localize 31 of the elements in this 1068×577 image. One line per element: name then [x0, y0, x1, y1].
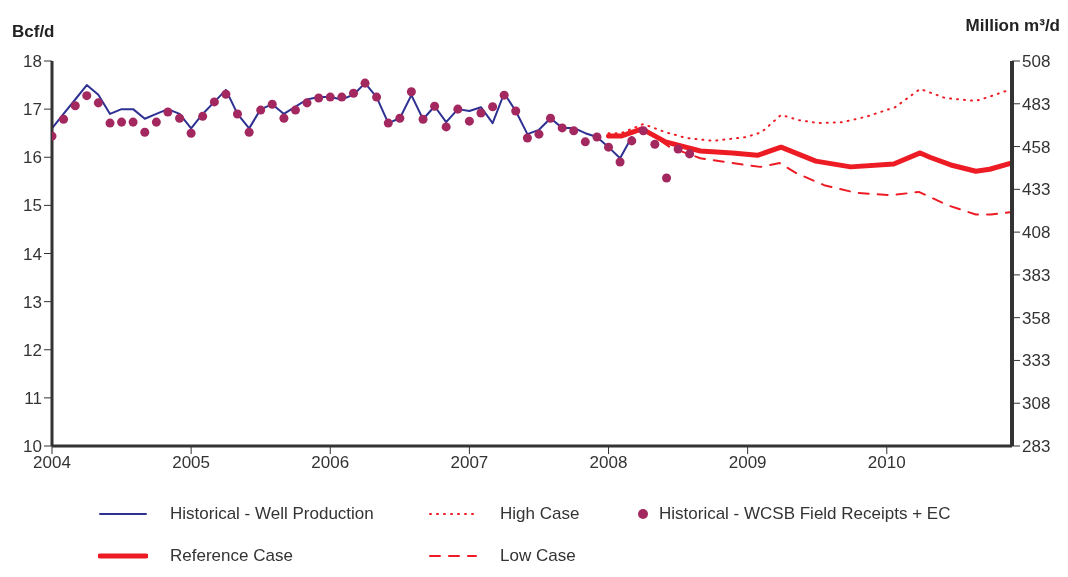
x-tick-label: 2009	[728, 453, 767, 473]
x-tick-label: 2006	[311, 453, 350, 473]
y-tick-label: 17	[23, 100, 42, 120]
y-tick-label: 18	[23, 52, 42, 72]
y2-tick-label: 383	[1022, 265, 1051, 285]
legend-label: Historical - Well Production	[170, 504, 374, 524]
y-tick-label: 13	[23, 292, 42, 312]
y2-tick-label: 408	[1022, 223, 1051, 243]
y-tick-label: 15	[23, 196, 42, 216]
legend-label: Low Case	[500, 546, 576, 566]
y-tick-label: 16	[23, 148, 42, 168]
y-tick-label: 12	[23, 340, 42, 360]
y2-tick-label: 283	[1022, 437, 1051, 457]
y2-tick-label: 508	[1022, 52, 1051, 72]
y-tick-label: 11	[24, 388, 42, 408]
y2-tick-label: 333	[1022, 351, 1051, 371]
x-tick-label: 2007	[450, 453, 489, 473]
x-tick-label: 2010	[867, 453, 906, 473]
y2-tick-label: 308	[1022, 394, 1051, 414]
legend-label: Reference Case	[170, 546, 293, 566]
y2-tick-label: 483	[1022, 94, 1051, 114]
y2-tick-label: 458	[1022, 137, 1051, 157]
y-tick-label: 14	[23, 244, 42, 264]
y2-axis-title: Million m³/d	[965, 16, 1060, 36]
legend-label: Historical - WCSB Field Receipts + EC	[659, 504, 951, 524]
legend-label: High Case	[500, 504, 580, 524]
x-tick-label: 2005	[172, 453, 211, 473]
y-axis-title: Bcf/d	[12, 22, 55, 42]
y2-tick-label: 358	[1022, 308, 1051, 328]
x-tick-label: 2008	[589, 453, 628, 473]
y2-tick-label: 433	[1022, 180, 1051, 200]
